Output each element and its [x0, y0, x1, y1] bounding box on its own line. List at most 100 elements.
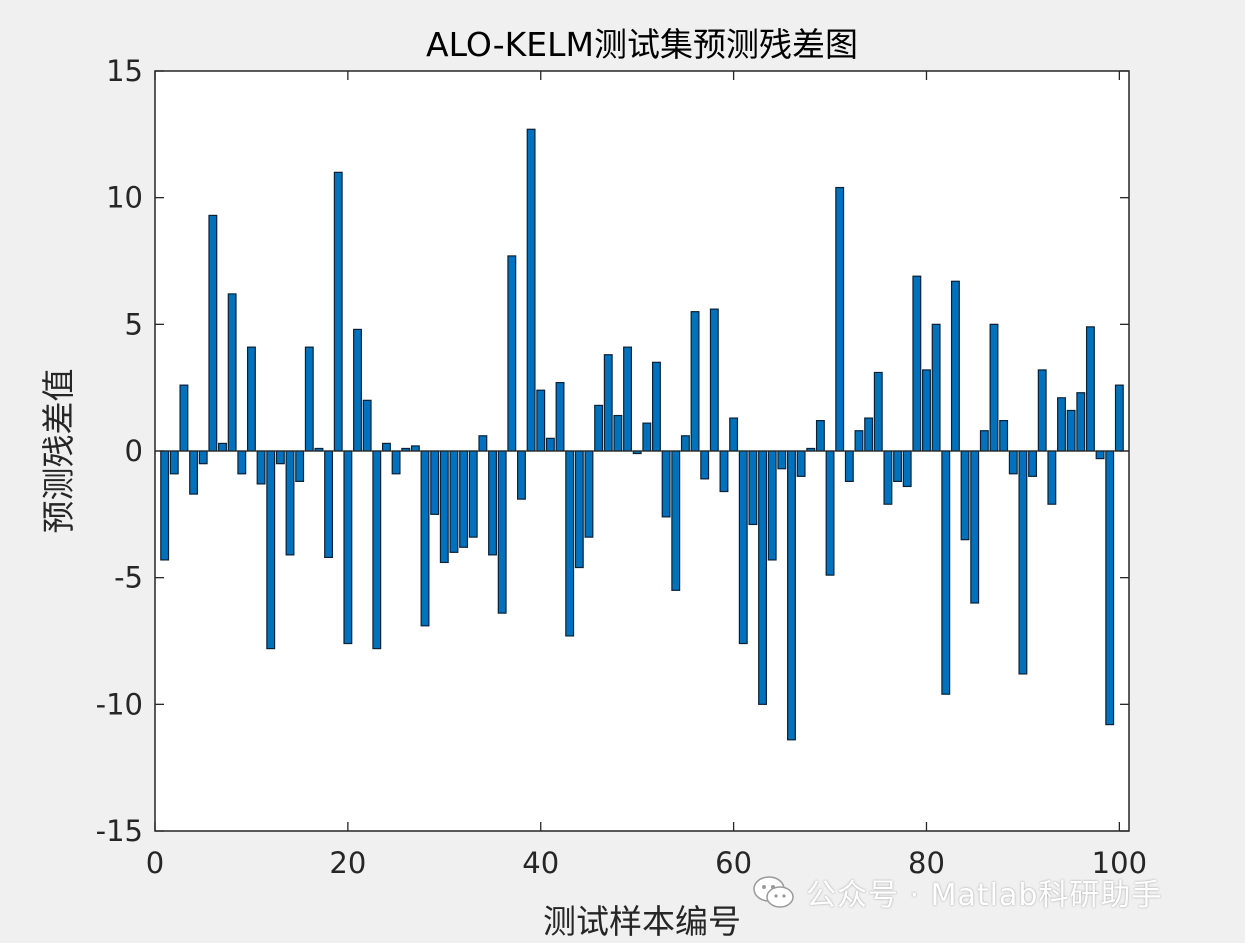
bar [381, 442, 391, 452]
bar [285, 450, 295, 556]
bar [545, 437, 555, 452]
y-axis-label: 预测残差值 [39, 369, 78, 534]
bar [526, 128, 536, 452]
bar [420, 450, 430, 627]
bar [680, 435, 690, 452]
bar [1018, 450, 1028, 675]
bar [864, 417, 874, 452]
y-tick-label: 5 [125, 307, 143, 341]
bar [459, 450, 469, 548]
bar [941, 450, 951, 695]
x-axis-ticks: 0 20 40 60 80 100 [146, 71, 1147, 880]
x-tick-label: 0 [146, 846, 164, 880]
bar [218, 442, 227, 452]
bar [343, 450, 353, 645]
bar [584, 450, 594, 538]
bar [835, 186, 845, 452]
bar [372, 450, 382, 650]
bar [189, 450, 199, 495]
y-tick-label: -5 [114, 561, 143, 595]
bar [844, 450, 854, 482]
bar [266, 450, 276, 650]
bar [748, 450, 758, 526]
bar [989, 323, 999, 452]
bar [738, 450, 748, 645]
bar [169, 450, 179, 475]
bar [237, 450, 247, 475]
bar [208, 214, 218, 452]
bar [767, 450, 777, 561]
bar [970, 450, 980, 604]
bar [854, 430, 864, 452]
bar [709, 308, 719, 452]
bar [1085, 326, 1095, 452]
x-tick-label: 80 [908, 846, 945, 880]
x-tick-label: 40 [522, 846, 559, 880]
bar [603, 354, 613, 452]
bar [1114, 384, 1124, 452]
bar [362, 399, 372, 452]
y-tick-label: -15 [96, 814, 143, 848]
bar [960, 450, 970, 541]
bar [439, 450, 449, 564]
bar [1076, 392, 1086, 452]
bar [912, 275, 922, 452]
bar [642, 422, 652, 452]
bar [700, 450, 710, 480]
watermark: 公众号 · Matlab科研助手 [752, 868, 1162, 916]
bar [497, 450, 507, 614]
bar [516, 450, 526, 500]
bar [671, 450, 681, 591]
bar [353, 328, 362, 452]
bar [468, 450, 478, 538]
bar [410, 445, 420, 452]
x-tick-label: 60 [715, 846, 752, 880]
bar [1008, 450, 1018, 475]
x-axis-label: 测试样本编号 [543, 902, 741, 941]
bar [449, 450, 459, 553]
bar [873, 371, 883, 452]
bar [661, 450, 671, 518]
bar [565, 450, 575, 637]
y-tick-label: 10 [106, 181, 143, 215]
bar [1028, 450, 1038, 477]
bar [1095, 450, 1105, 460]
bar [391, 450, 401, 475]
bar [507, 255, 517, 452]
bar [883, 450, 893, 505]
x-tick-label: 20 [329, 846, 366, 880]
bar [777, 450, 787, 470]
bar [999, 420, 1009, 452]
bar [729, 417, 739, 452]
bar [1105, 450, 1115, 726]
bar [295, 450, 305, 482]
chart-title: ALO-KELM测试集预测残差图 [426, 25, 858, 64]
bar [1066, 409, 1076, 452]
bar [275, 450, 285, 465]
bar [787, 450, 796, 741]
bar [815, 420, 825, 452]
bar [796, 450, 806, 477]
bar [613, 414, 623, 452]
bar [1037, 369, 1047, 452]
x-tick-label: 100 [1092, 846, 1147, 880]
bar [488, 450, 497, 556]
bar [623, 346, 632, 452]
wechat-icon [753, 876, 794, 908]
bar [536, 389, 546, 452]
bar-series [155, 128, 1129, 741]
axes-box [154, 70, 1130, 832]
bar [652, 361, 661, 452]
y-tick-label: 0 [125, 434, 143, 468]
bar [324, 450, 334, 559]
bar [950, 280, 960, 452]
bar [246, 346, 256, 452]
bar [478, 435, 488, 452]
bar [979, 430, 989, 452]
bar [931, 323, 941, 452]
y-axis-ticks: -15 -10 -5 0 5 10 15 [96, 54, 1129, 848]
bar [574, 450, 584, 569]
watermark-text: 公众号 · Matlab科研助手 [806, 878, 1163, 913]
bar [198, 450, 208, 465]
